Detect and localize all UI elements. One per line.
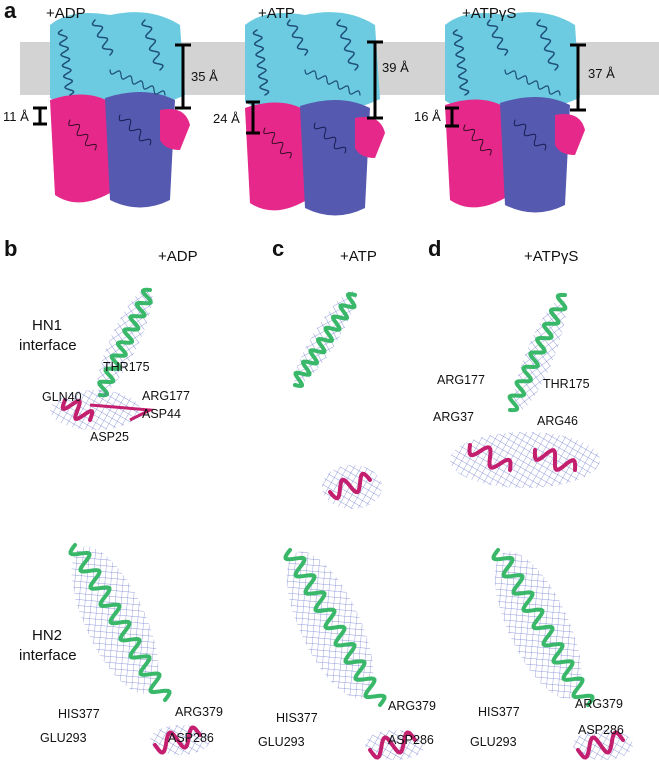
complexes (50, 12, 585, 216)
helix (91, 19, 114, 56)
row-label: HN2 (32, 627, 62, 644)
helix (97, 287, 153, 398)
helix (283, 548, 387, 707)
nbd-pink (160, 109, 190, 150)
row-label: HN1 (32, 317, 62, 334)
residue-label: ARG177 (142, 389, 190, 403)
residue-label: ASP44 (142, 407, 181, 421)
condition: +ATPγS (524, 248, 578, 265)
residue-label: ASP286 (388, 733, 434, 747)
residue-label: THR175 (543, 377, 590, 391)
helix (532, 448, 578, 472)
residue-label: HIS377 (478, 705, 520, 719)
residue-label: ARG177 (437, 373, 485, 387)
nbd-pink (50, 94, 115, 203)
density-mesh (450, 432, 600, 488)
density-mesh (97, 287, 153, 393)
residue-label: ASP25 (90, 430, 129, 444)
helix (536, 19, 559, 71)
helix (463, 124, 492, 156)
membrane-domain (245, 12, 380, 112)
row-label: interface (19, 337, 77, 354)
helix (486, 19, 509, 56)
helix (304, 69, 361, 96)
helix (293, 291, 357, 389)
residue-label: THR175 (103, 360, 150, 374)
densities (50, 287, 633, 760)
density-mesh (50, 390, 140, 430)
distance: 37 Å (588, 66, 615, 81)
residue-label: GLU293 (40, 731, 87, 745)
helix (452, 29, 470, 96)
condition: +ATPγS (462, 5, 516, 22)
helix (467, 443, 513, 472)
membrane-domain (50, 12, 185, 108)
distance: 35 Å (191, 69, 218, 84)
residue-label: GLU293 (258, 735, 305, 749)
residue-label: ARG37 (433, 410, 474, 424)
distance: 16 Å (414, 109, 441, 124)
residue-labels: THR175 GLN40 ARG177 ASP44 ASP25 HIS377 ARG379 G… (40, 360, 624, 749)
panel-label: d (428, 236, 441, 261)
panel-label: c (272, 236, 284, 261)
helix (313, 122, 347, 154)
panel-label: b (4, 236, 17, 261)
helix (141, 19, 164, 71)
helix (368, 730, 417, 760)
distance: 11 Å (3, 109, 29, 124)
distance: 39 Å (382, 60, 409, 75)
residue-label: ARG46 (537, 414, 578, 428)
helix (263, 127, 292, 159)
residue-label: ARG379 (175, 705, 223, 719)
helix (491, 548, 595, 707)
helix (60, 398, 95, 422)
condition: +ADP (158, 248, 198, 265)
residue-label: HIS377 (276, 711, 318, 725)
helix (328, 471, 372, 501)
membrane-domain (445, 12, 580, 110)
helix (109, 69, 166, 96)
helix (252, 29, 270, 96)
helix (68, 543, 172, 702)
helix (153, 725, 202, 755)
residue-label: ARG379 (388, 699, 436, 713)
helix (57, 29, 75, 96)
nbd-pink (555, 114, 585, 155)
strand (89, 403, 156, 422)
helix (118, 114, 152, 146)
condition: +ATP (258, 5, 295, 22)
condition: +ATP (340, 248, 377, 265)
helix (286, 19, 309, 56)
nbd-pink (445, 99, 510, 208)
residue-label: ASP286 (578, 723, 624, 737)
residue-label: ARG379 (575, 697, 623, 711)
helix (336, 19, 359, 71)
row-label: interface (19, 647, 77, 664)
condition: +ADP (46, 5, 86, 22)
panel-label: a (4, 0, 17, 23)
residue-label: GLN40 (42, 390, 82, 404)
helix (507, 292, 568, 413)
density-mesh (514, 299, 566, 411)
helix (504, 69, 561, 96)
residue-label: ASP286 (168, 731, 214, 745)
helix (576, 730, 625, 760)
distance: 24 Å (213, 111, 240, 126)
residue-label: GLU293 (470, 735, 517, 749)
residue-label: HIS377 (58, 707, 100, 721)
nbd-pink (245, 102, 310, 211)
helix (513, 119, 547, 151)
helix (68, 119, 97, 151)
measurement: 35 Å 11 Å 39 Å 24 Å 37 Å 16 Å (3, 40, 615, 135)
nbd-pink (355, 117, 385, 158)
